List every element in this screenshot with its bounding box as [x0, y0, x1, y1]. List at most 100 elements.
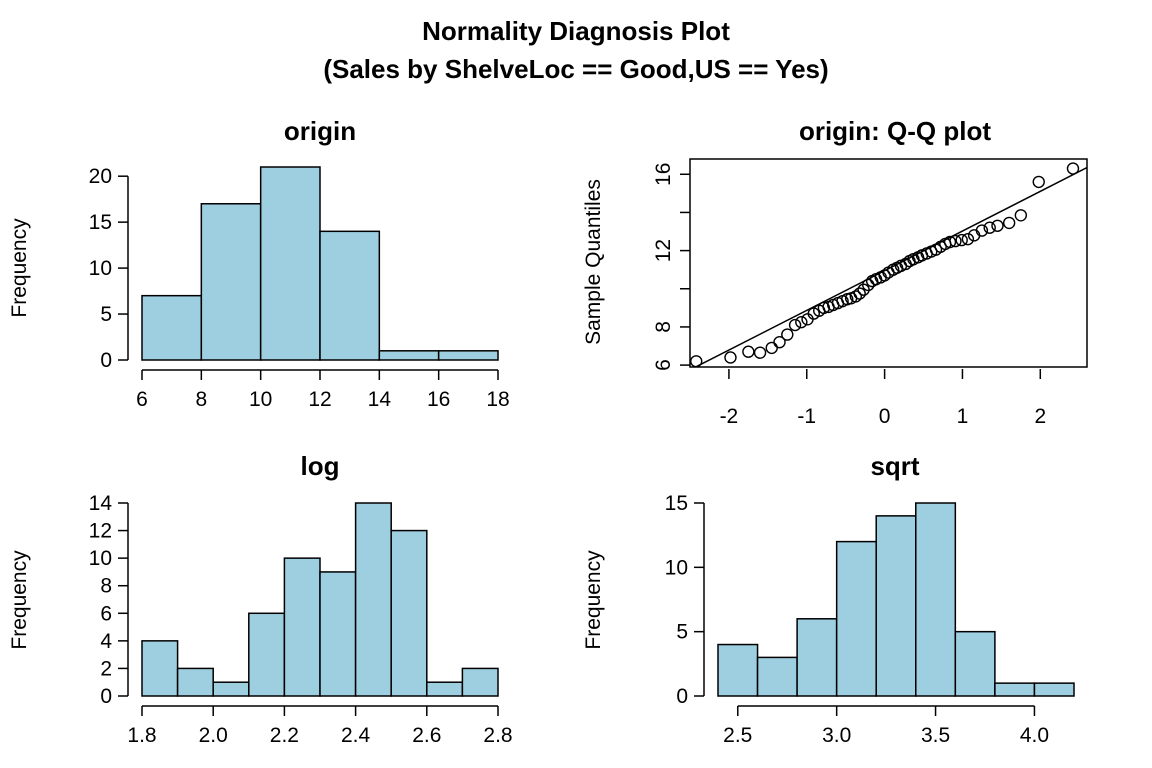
qq-point-43 — [955, 233, 968, 247]
log-bar-2 — [212, 681, 250, 697]
log-x-tick-label-2: 2.2 — [270, 724, 299, 747]
panel-title-qq: origin: Q-Q plot — [799, 116, 991, 146]
sqrt-bar-4 — [875, 515, 917, 697]
qq-point-44 — [961, 232, 975, 246]
sqrt-bar-2 — [796, 618, 838, 697]
y-axis-label-sqrt: Frequency — [582, 550, 605, 650]
sqrt-x-tick-label-0: 2.5 — [723, 724, 752, 747]
qq-point-12 — [817, 301, 831, 315]
origin-x-tick-label-1: 8 — [195, 388, 207, 411]
qq-point-1 — [724, 351, 737, 364]
qq-y-tick-label-1: 8 — [652, 321, 675, 333]
log-y-tick-label-5: 10 — [89, 547, 112, 570]
qq-point-49 — [1002, 216, 1016, 230]
qq-y-tick-label-2: 12 — [652, 239, 675, 262]
sqrt-y-tick-label-3: 15 — [665, 492, 688, 515]
qq-point-41 — [943, 235, 957, 249]
origin-bar-4 — [378, 350, 440, 361]
qq-point-19 — [849, 290, 863, 303]
origin-y-tick-label-3: 15 — [89, 211, 112, 234]
origin-bar-1 — [200, 203, 262, 361]
log-bar-9 — [461, 667, 499, 697]
qq-x-tick-label-3: 1 — [957, 405, 969, 428]
sqrt-y-tick-label-0: 0 — [676, 685, 688, 708]
log-x-tick-label-5: 2.8 — [483, 724, 512, 747]
log-y-tick-label-3: 6 — [100, 602, 112, 625]
qq-point-48 — [991, 219, 1004, 232]
log-x-tick-label-3: 2.4 — [341, 724, 371, 747]
log-y-tick-label-4: 8 — [100, 575, 112, 598]
y-axis-label-log: Frequency — [8, 550, 31, 650]
sqrt-y-tick-label-1: 5 — [676, 621, 688, 644]
origin-x-tick-label-3: 12 — [308, 388, 331, 411]
sqrt-y-tick-label-2: 10 — [665, 556, 688, 579]
histogram-origin-panel: origin Frequency 6 8 10 12 14 16 18 0 5 10 15 20 — [8, 116, 510, 411]
sqrt-bar-6 — [954, 630, 996, 697]
origin-y-tick-label-1: 5 — [100, 303, 112, 326]
log-bar-5 — [319, 571, 357, 697]
sqrt-x-tick-label-1: 3.0 — [822, 724, 851, 747]
log-y-tick-label-7: 14 — [89, 492, 113, 515]
qq-point-47 — [983, 221, 996, 234]
log-x-tick-label-1: 2.0 — [199, 724, 228, 747]
qq-point-51 — [1032, 175, 1045, 189]
panel-title-log: log — [301, 451, 340, 481]
sqrt-x-tick-label-2: 3.5 — [921, 724, 950, 747]
qq-plot-frame — [689, 158, 1088, 368]
origin-bar-2 — [259, 166, 321, 361]
qq-point-6 — [781, 328, 794, 341]
origin-y-tick-label-2: 10 — [89, 257, 112, 280]
qq-point-2 — [742, 345, 755, 358]
qq-x-tick-label-1: -1 — [797, 405, 816, 428]
log-y-tick-label-0: 0 — [100, 685, 112, 708]
qq-point-0 — [690, 355, 703, 368]
y-axis-label-qq: Sample Quantiles — [582, 179, 605, 345]
qq-plot-panel: origin: Q-Q plot Sample Quantiles -2 -1 0 1… — [582, 116, 1088, 428]
origin-y-tick-label-4: 20 — [89, 165, 112, 188]
qq-y-tick-label-0: 6 — [652, 359, 675, 371]
log-bar-4 — [283, 557, 321, 697]
qq-point-26 — [878, 269, 891, 282]
sqrt-x-tick-label-3: 4.0 — [1020, 724, 1049, 747]
qq-point-8 — [795, 315, 808, 329]
figure-title: Normality Diagnosis Plot — [422, 16, 730, 46]
histogram-log-panel: log Frequency 1.8 2.0 2.2 2.4 2.6 2.8 0 2 4 6 8 10 1… — [8, 451, 513, 747]
sqrt-bar-8 — [1033, 682, 1075, 697]
sqrt-bar-7 — [994, 682, 1036, 697]
log-bar-0 — [141, 640, 179, 697]
log-y-tick-label-6: 12 — [89, 520, 112, 543]
qq-x-tick-label-4: 2 — [1034, 405, 1046, 428]
origin-bar-3 — [319, 230, 381, 361]
qq-point-3 — [753, 346, 767, 359]
log-bar-8 — [426, 681, 464, 697]
origin-x-tick-label-5: 16 — [427, 388, 450, 411]
qq-point-46 — [975, 224, 989, 237]
qq-reference-line — [693, 166, 1087, 367]
qq-x-tick-label-2: 0 — [879, 405, 891, 428]
qq-point-7 — [788, 318, 802, 332]
qq-point-5 — [773, 335, 786, 349]
sqrt-bar-5 — [915, 502, 957, 697]
qq-point-20 — [853, 287, 866, 300]
sqrt-bar-1 — [756, 656, 798, 697]
log-bar-1 — [176, 667, 214, 697]
qq-point-50 — [1014, 209, 1028, 222]
y-axis-label-origin: Frequency — [8, 218, 31, 318]
figure-subtitle: (Sales by ShelveLoc == Good,US == Yes) — [323, 54, 828, 84]
log-bar-7 — [390, 529, 428, 697]
log-bar-3 — [248, 612, 286, 697]
sqrt-bar-3 — [835, 540, 877, 697]
origin-bar-5 — [437, 350, 499, 361]
histogram-sqrt-panel: sqrt Frequency 2.5 3.0 3.5 4.0 0 5 10 15 — [582, 451, 1075, 747]
qq-x-tick-label-0: -2 — [720, 405, 739, 428]
origin-y-tick-label-0: 0 — [100, 349, 112, 372]
qq-point-42 — [949, 234, 962, 248]
sqrt-bar-0 — [717, 643, 759, 697]
log-y-tick-label-2: 4 — [100, 630, 112, 653]
origin-bar-0 — [141, 294, 203, 361]
qq-y-tick-label-3: 16 — [652, 163, 675, 186]
qq-point-4 — [765, 341, 778, 355]
origin-x-tick-label-2: 10 — [249, 388, 272, 411]
panel-title-origin: origin — [284, 116, 356, 146]
